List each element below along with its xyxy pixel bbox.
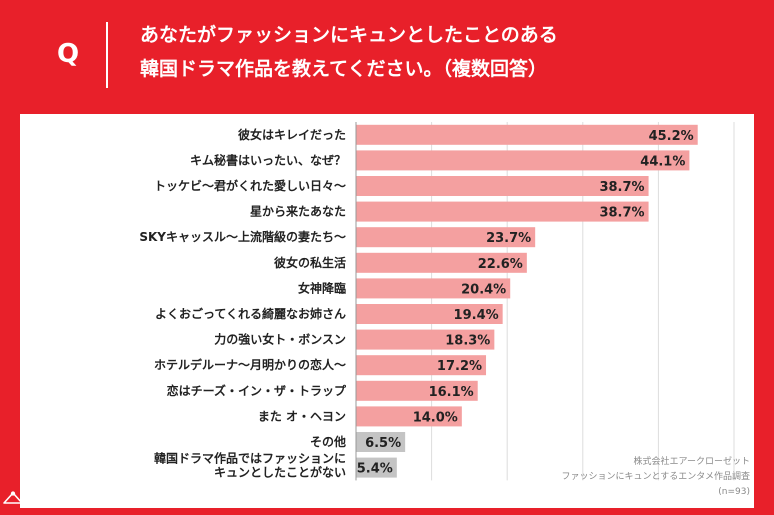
bar <box>356 304 503 324</box>
bar <box>356 329 495 350</box>
tick-label: 彼女の私生活 <box>274 255 346 270</box>
bar <box>356 457 397 478</box>
data-label: 5.4% <box>357 462 393 477</box>
tick-label: キム秘書はいったい、なぜ？ <box>190 152 346 167</box>
title-line-1: あなたがファッションにキュンとしたことのある <box>140 24 558 46</box>
header-divider <box>106 22 108 88</box>
tick-label: SKYキャッスル〜上流階級の妻たち〜 <box>139 229 346 244</box>
source-company: 株式会社エアークローゼット <box>633 457 750 467</box>
tick-label: キュンとしたことがない <box>214 465 346 480</box>
tick-label: その他 <box>310 434 346 449</box>
bar <box>356 278 511 299</box>
logo-text: airCloset <box>27 491 96 507</box>
data-label: 6.5% <box>365 436 401 451</box>
bar <box>356 252 527 273</box>
tick-label: 力の強い女ト・ボンスン <box>214 332 346 347</box>
brand-logo: airCloset <box>2 488 95 510</box>
bar <box>356 355 487 376</box>
source-note: 株式会社エアークローゼット ファッションにキュンとするエンタメ作品調査 (n=9… <box>490 455 750 500</box>
bar <box>356 406 462 427</box>
tick-label: トッケビ〜君がくれた愛しい日々〜 <box>154 178 346 193</box>
data-label: 19.4% <box>454 308 499 323</box>
bar <box>356 432 406 452</box>
source-survey: ファッションにキュンとするエンタメ作品調査 <box>561 472 750 482</box>
data-label: 38.7% <box>599 206 644 221</box>
bar <box>356 201 649 222</box>
bar <box>356 124 698 145</box>
data-label: 14.0% <box>413 410 458 425</box>
data-label: 17.2% <box>437 359 482 374</box>
data-label: 45.2% <box>649 129 694 144</box>
tick-label: 恋はチーズ・イン・ザ・トラップ <box>167 383 347 398</box>
bar <box>356 380 478 401</box>
data-label: 23.7% <box>486 231 531 246</box>
hanger-icon <box>3 491 23 504</box>
tick-label: 韓国ドラマ作品ではファッションに <box>154 451 346 466</box>
source-sample: (n=93) <box>718 487 750 497</box>
bar <box>356 176 649 196</box>
bar-chart: 45.2% 彼女はキレイだった 44.1% キム秘書はいったい、なぜ？ 38.7% トッケ… <box>139 122 735 481</box>
bar <box>356 150 690 171</box>
chart-panel: 45.2% 彼女はキレイだった 44.1% キム秘書はいったい、なぜ？ 38.7% トッケ… <box>20 114 754 508</box>
data-label: 20.4% <box>461 282 506 297</box>
q-mark: Q <box>56 39 80 69</box>
tick-label: ホテルデルーナ〜月明かりの恋人〜 <box>154 357 346 372</box>
data-label: 44.1% <box>640 154 685 169</box>
page-title: あなたがファッションにキュンとしたことのある 韓国ドラマ作品を教えてください。（… <box>140 18 760 86</box>
tick-label: 彼女はキレイだった <box>238 127 346 142</box>
data-label: 18.3% <box>445 334 490 349</box>
tick-label: 星から来たあなた <box>250 204 346 219</box>
data-label: 22.6% <box>478 257 523 272</box>
tick-label: 女神降臨 <box>298 280 346 295</box>
bar <box>356 227 536 248</box>
header: Q あなたがファッションにキュンとしたことのある 韓国ドラマ作品を教えてください… <box>0 0 774 110</box>
data-label: 16.1% <box>429 385 474 400</box>
tick-label: また オ・ヘヨン <box>258 409 346 423</box>
data-label: 38.7% <box>599 180 644 195</box>
title-line-2: 韓国ドラマ作品を教えてください。（複数回答） <box>140 58 547 80</box>
tick-label: よくおごってくれる綺麗なお姉さん <box>155 306 346 321</box>
